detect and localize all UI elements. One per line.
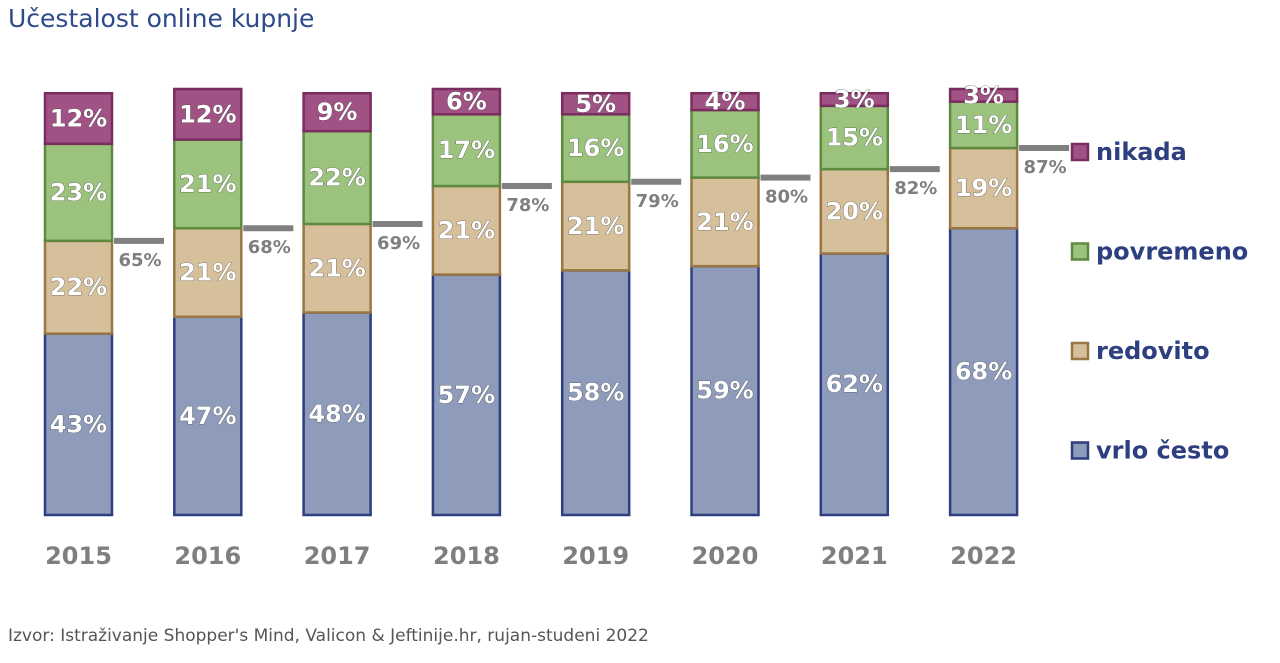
data-label: 6% — [446, 88, 487, 116]
legend-swatch — [1070, 242, 1090, 261]
data-label: 21% — [179, 170, 236, 198]
total-label: 80% — [765, 187, 808, 208]
data-label: 21% — [438, 216, 495, 244]
data-label: 21% — [696, 208, 753, 236]
x-tick-label: 2019 — [562, 542, 629, 570]
chart-title: Učestalost online kupnje — [8, 4, 314, 33]
data-label: 16% — [696, 130, 753, 158]
data-label: 11% — [955, 111, 1012, 139]
legend-label: vrlo često — [1096, 437, 1229, 465]
data-label: 21% — [308, 254, 365, 282]
bar-segment — [690, 176, 760, 268]
data-label: 47% — [179, 402, 236, 430]
data-label: 15% — [826, 124, 883, 152]
x-tick-label: 2022 — [950, 542, 1017, 570]
data-label: 17% — [438, 136, 495, 164]
x-tick-label: 2018 — [433, 542, 500, 570]
data-label: 48% — [308, 400, 365, 428]
legend-label: povremeno — [1096, 238, 1248, 266]
x-tick-label: 2021 — [821, 542, 888, 570]
bar-segment — [173, 226, 243, 319]
bar-segment — [819, 252, 890, 517]
bar-segment — [43, 91, 114, 146]
legend-swatch — [1070, 142, 1090, 162]
x-tick-label: 2020 — [692, 542, 759, 570]
legend-label: nikada — [1096, 138, 1187, 166]
x-tick-label: 2015 — [45, 542, 112, 570]
total-label: 87% — [1024, 157, 1067, 178]
data-label: 12% — [179, 100, 236, 128]
data-label: 21% — [179, 258, 236, 286]
total-label: 78% — [506, 195, 549, 216]
legend-swatch — [1070, 341, 1090, 361]
total-label: 82% — [894, 178, 937, 199]
data-label: 23% — [50, 178, 107, 206]
x-tick-label: 2017 — [304, 542, 371, 570]
data-label: 43% — [50, 410, 107, 438]
source-note: Izvor: Istraživanje Shopper's Mind, Vali… — [8, 626, 649, 646]
data-label: 5% — [575, 90, 616, 118]
bar-segment — [431, 273, 502, 517]
bar-segment — [948, 226, 1019, 517]
bar-segment — [302, 129, 372, 226]
bar-segment — [173, 87, 243, 141]
total-label: 79% — [636, 191, 679, 212]
total-label: 68% — [248, 237, 291, 258]
data-label: 21% — [567, 212, 624, 240]
data-label: 59% — [696, 377, 753, 405]
bar-segment — [560, 269, 631, 517]
bar-segment — [431, 113, 502, 188]
data-label: 22% — [50, 273, 107, 301]
data-label: 22% — [308, 164, 365, 192]
data-label: 16% — [567, 134, 624, 162]
bar-segment — [948, 87, 1019, 103]
bar-segment — [431, 87, 502, 116]
data-label: 62% — [826, 370, 883, 398]
bar-segment — [690, 91, 760, 112]
data-label: 4% — [705, 88, 746, 116]
data-label: 9% — [317, 98, 358, 126]
bar-segment — [173, 315, 243, 517]
bar-segment — [690, 264, 760, 517]
bar-segment — [560, 91, 631, 116]
data-label: 57% — [438, 381, 495, 409]
bar-segment — [560, 180, 631, 272]
data-label: 68% — [955, 358, 1012, 386]
bar-segment — [819, 167, 890, 255]
data-label: 3% — [963, 81, 1004, 109]
bar-segment — [819, 104, 890, 171]
data-label: 58% — [567, 379, 624, 407]
data-label: 19% — [955, 174, 1012, 202]
bar-segment — [43, 332, 114, 517]
bar-segment — [560, 113, 631, 184]
bar-segment — [302, 91, 372, 133]
data-label: 20% — [826, 197, 883, 225]
bar-segment — [302, 311, 372, 517]
data-label: 3% — [834, 86, 875, 114]
bar-segment — [948, 100, 1019, 150]
data-label: 12% — [50, 105, 107, 133]
legend-label: redovito — [1096, 337, 1210, 365]
bar-segment — [819, 91, 890, 108]
total-label: 69% — [377, 233, 420, 254]
total-label: 65% — [118, 250, 161, 271]
bar-segment — [43, 239, 114, 335]
legend-swatch — [1070, 441, 1090, 460]
x-tick-label: 2016 — [174, 542, 241, 570]
bar-segment — [173, 138, 243, 230]
